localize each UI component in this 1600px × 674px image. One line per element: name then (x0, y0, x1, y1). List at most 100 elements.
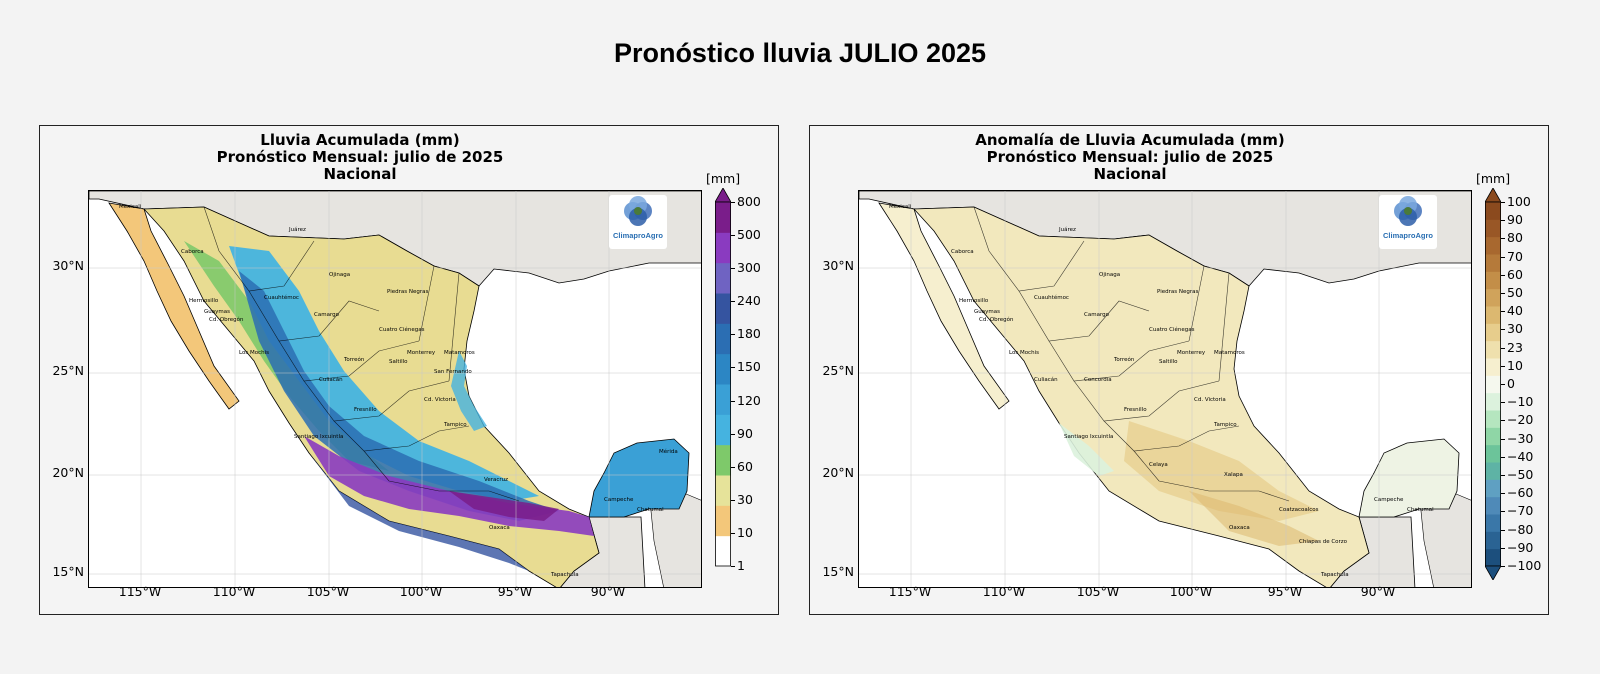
map-city-label: Hermosillo (959, 298, 989, 304)
colorbar-segment (1485, 392, 1501, 411)
anomaly-colorbar (1485, 188, 1501, 580)
map-city-label: Tampico (1213, 422, 1237, 428)
map-city-label: Oaxaca (489, 525, 510, 531)
colorbar-tick-mark (1501, 202, 1505, 203)
map-city-label: Cd. Obregón (979, 316, 1014, 323)
colorbar-tick-label: 60 (737, 458, 753, 474)
lon-label: 110°W (982, 584, 1026, 599)
map-city-label: Camargo (1084, 312, 1110, 318)
lon-label: 90°W (590, 584, 626, 599)
colorbar-segment (715, 202, 731, 233)
logo-text: ClimaproAgro (612, 231, 663, 240)
anomaly-negative-patch-strong (1189, 491, 1319, 546)
lon-label: 90°W (1360, 584, 1396, 599)
colorbar-tick-mark (1501, 529, 1505, 531)
colorbar-tick-label: 30 (1507, 321, 1523, 337)
map-city-label: Celaya (1149, 462, 1168, 468)
colorbar-arrow-top (715, 188, 731, 203)
colorbar-segment (1485, 462, 1501, 480)
colorbar-segment (1485, 323, 1501, 342)
colorbar-segment (1485, 288, 1501, 307)
lon-label: 110°W (212, 584, 256, 599)
colorbar-segment (1485, 271, 1501, 290)
map-city-label: Juárez (288, 226, 306, 233)
map-city-label: Mexicali (119, 204, 142, 210)
colorbar-tick-mark (731, 268, 735, 270)
map-city-label: Matamoros (1214, 350, 1245, 356)
colorbar-segment (1485, 254, 1501, 272)
lat-label: 15°N (52, 564, 84, 579)
rainfall-panel-title: Lluvia Acumulada (mm) Pronóstico Mensual… (40, 132, 680, 183)
colorbar-tick-mark (1501, 547, 1505, 549)
anomaly-panel-title: Anomalía de Lluvia Acumulada (mm) Pronós… (810, 132, 1450, 183)
colorbar-tick-mark (731, 499, 735, 501)
colorbar-tick-label: −80 (1507, 521, 1534, 537)
map-city-label: Chetumal (1407, 507, 1434, 513)
yucatan (1358, 438, 1460, 518)
colorbar-tick-label: 10 (737, 524, 753, 540)
rain-band-800 (449, 491, 559, 521)
colorbar-tick-mark (731, 235, 735, 237)
map-city-label: Juárez (1058, 226, 1076, 233)
map-city-label: Coatzacoalcos (1279, 507, 1319, 513)
lon-label: 115°W (118, 584, 162, 599)
colorbar-tick-label: 60 (1507, 266, 1523, 282)
map-city-label: Mexicali (889, 204, 912, 210)
colorbar-segment (1485, 219, 1501, 238)
map-city-label: Tapachula (550, 572, 579, 578)
logo-icon (624, 196, 652, 226)
map-city-label: Culiacán (319, 376, 343, 383)
logo-text: ClimaproAgro (1382, 231, 1433, 240)
rainfall-panel: Lluvia Acumulada (mm) Pronóstico Mensual… (39, 125, 779, 615)
colorbar-segment (1485, 531, 1501, 550)
lat-label: 30°N (822, 258, 854, 273)
lon-label: 115°W (888, 584, 932, 599)
page-title: Pronóstico lluvia JULIO 2025 (613, 38, 987, 68)
colorbar-tick-label: 30 (737, 491, 753, 507)
colorbar-tick-label: 100 (1507, 194, 1531, 209)
colorbar-tick-label: −20 (1507, 412, 1534, 428)
colorbar-tick-label: 90 (1507, 212, 1523, 228)
colorbar-tick-label: −60 (1507, 485, 1534, 501)
colorbar-tick-label: 150 (737, 359, 761, 375)
map-city-label: Saltillo (389, 359, 408, 365)
map-city-label: Cuatro Ciénegas (1149, 326, 1195, 333)
colorbar-tick-mark (1501, 438, 1505, 440)
graticule (859, 191, 1471, 587)
colorbar-tick-label: −40 (1507, 448, 1534, 464)
colorbar-tick-mark (731, 367, 735, 369)
lat-label: 20°N (52, 465, 84, 480)
colorbar-tick-mark (1501, 347, 1505, 349)
colorbar-tick-mark (1501, 566, 1505, 567)
anomaly-panel: Anomalía de Lluvia Acumulada (mm) Pronós… (809, 125, 1549, 615)
lon-label: 100°W (1169, 584, 1213, 599)
baja-california (878, 202, 1010, 410)
map-city-label: Saltillo (1159, 359, 1178, 365)
colorbar-tick-label: 180 (737, 326, 761, 342)
map-city-label: Fresnillo (354, 407, 377, 413)
colorbar-segment (715, 414, 731, 446)
map-city-label: Xalapa (1224, 472, 1243, 478)
graticule (89, 191, 701, 587)
colorbar-segment (715, 262, 731, 294)
yucatan (588, 438, 690, 518)
anomaly-title-line3: Nacional (1093, 165, 1167, 183)
lat-label: 25°N (822, 363, 854, 378)
rain-band-240 (309, 453, 529, 571)
climaproagro-logo: ClimaproAgro (1379, 195, 1437, 249)
map-city-label: Mérida (659, 448, 678, 455)
colorbar-tick-mark (731, 400, 735, 402)
city-labels: Mexicali Juárez Caborca Hermosillo Guaym… (889, 204, 1434, 578)
colorbar-segment (1485, 427, 1501, 446)
map-city-label: Campeche (604, 497, 634, 503)
colorbar-tick-label: 70 (1507, 248, 1523, 264)
colorbar-segment (1485, 479, 1501, 498)
colorbar-segment (715, 444, 731, 476)
map-city-label: Caborca (181, 249, 204, 255)
colorbar-tick-label: 240 (737, 293, 761, 309)
rainfall-title-line1: Lluvia Acumulada (mm) (260, 131, 460, 149)
colorbar-segment (1485, 202, 1501, 220)
state-borders (973, 206, 1290, 502)
lon-label: 95°W (497, 584, 533, 599)
state-borders (203, 206, 520, 502)
